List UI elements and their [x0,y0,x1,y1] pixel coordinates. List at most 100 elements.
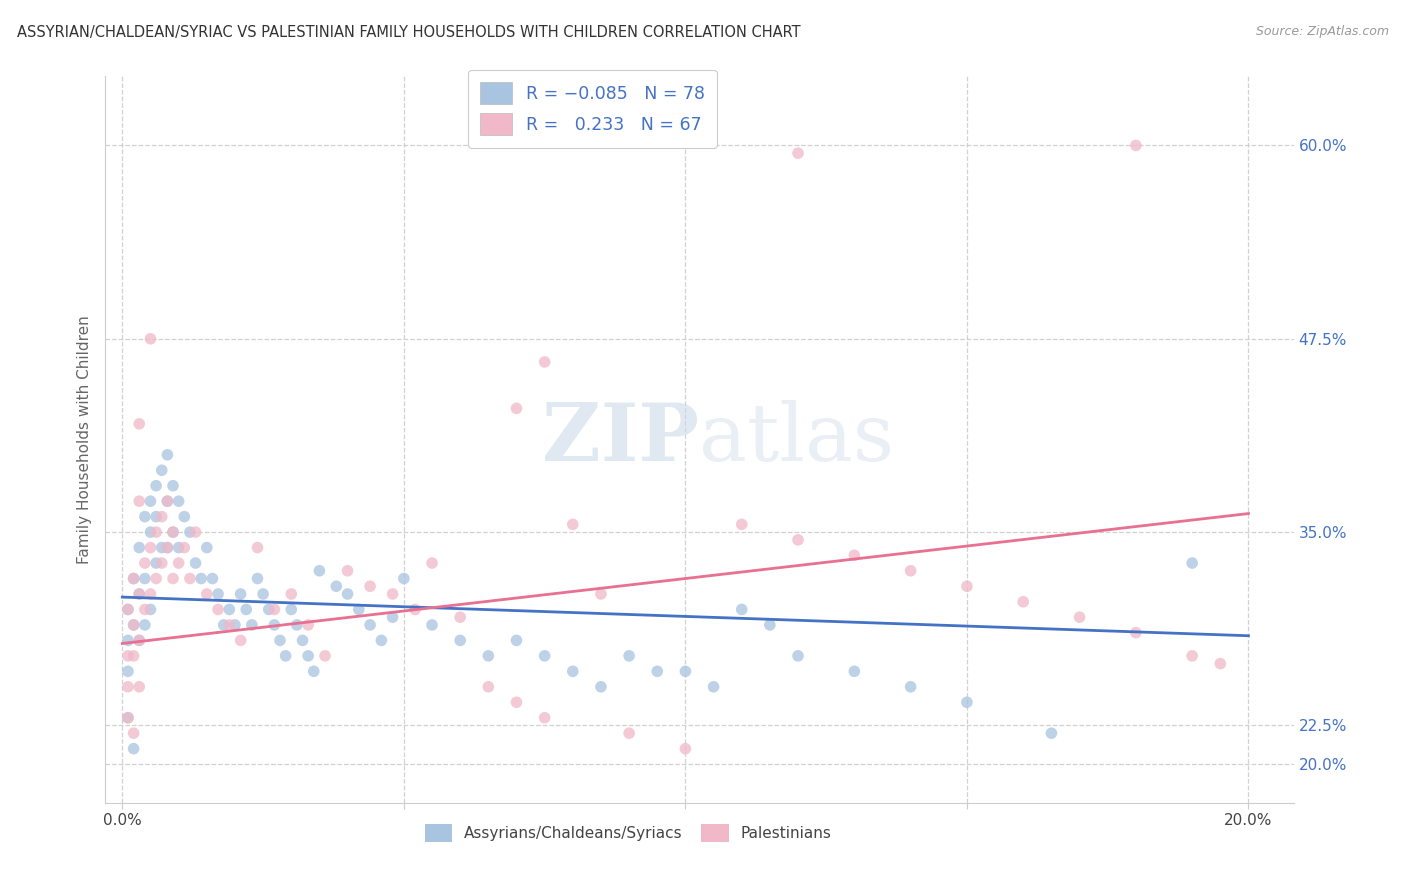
Point [336,587,359,601]
Point [128,633,150,648]
Point [224,618,246,632]
Point [150,463,173,477]
Point [122,726,145,740]
Point [122,572,145,586]
Point [156,541,179,555]
Point [179,572,201,586]
Point [128,541,150,555]
Point [420,618,443,632]
Point [381,610,404,624]
Point [844,665,866,679]
Point [302,665,325,679]
Point [162,572,184,586]
Point [117,665,139,679]
Point [257,602,280,616]
Point [122,572,145,586]
Point [190,572,212,586]
Point [145,509,167,524]
Point [505,401,527,416]
Point [218,618,240,632]
Point [122,741,145,756]
Point [263,618,285,632]
Point [280,587,302,601]
Point [195,541,218,555]
Point [201,572,224,586]
Point [533,355,555,369]
Point [139,602,162,616]
Point [844,549,866,563]
Point [381,587,404,601]
Point [122,618,145,632]
Point [117,633,139,648]
Point [139,541,162,555]
Point [156,494,179,508]
Point [162,479,184,493]
Point [673,665,696,679]
Point [184,556,207,570]
Point [787,533,810,547]
Point [731,517,754,532]
Point [314,648,336,663]
Point [179,525,201,540]
Point [122,648,145,663]
Point [145,525,167,540]
Point [1125,625,1147,640]
Point [1125,138,1147,153]
Point [218,602,240,616]
Point [1209,657,1232,671]
Point [139,494,162,508]
Point [589,680,612,694]
Point [297,648,319,663]
Point [1181,556,1204,570]
Point [359,618,381,632]
Point [122,618,145,632]
Point [128,494,150,508]
Text: atlas: atlas [700,401,894,478]
Point [269,633,291,648]
Point [759,618,782,632]
Point [477,680,499,694]
Legend: Assyrians/Chaldeans/Syriacs, Palestinians: Assyrians/Chaldeans/Syriacs, Palestinian… [418,817,839,850]
Point [1069,610,1091,624]
Point [420,556,443,570]
Point [167,494,190,508]
Point [900,680,922,694]
Point [956,579,979,593]
Point [139,525,162,540]
Point [184,525,207,540]
Point [392,572,415,586]
Point [173,541,195,555]
Point [505,695,527,709]
Point [134,618,156,632]
Point [449,610,471,624]
Point [900,564,922,578]
Y-axis label: Family Households with Children: Family Households with Children [76,315,91,564]
Point [505,633,527,648]
Point [139,332,162,346]
Point [533,711,555,725]
Point [128,587,150,601]
Point [533,648,555,663]
Point [207,602,229,616]
Point [325,579,347,593]
Point [308,564,330,578]
Point [561,665,583,679]
Point [134,556,156,570]
Point [229,587,252,601]
Point [404,602,426,616]
Point [207,587,229,601]
Point [134,509,156,524]
Point [134,572,156,586]
Point [246,572,269,586]
Point [134,602,156,616]
Point [145,556,167,570]
Point [128,680,150,694]
Point [117,711,139,725]
Point [561,517,583,532]
Point [229,633,252,648]
Point [1040,726,1063,740]
Point [117,680,139,694]
Point [235,602,257,616]
Point [673,741,696,756]
Point [956,695,979,709]
